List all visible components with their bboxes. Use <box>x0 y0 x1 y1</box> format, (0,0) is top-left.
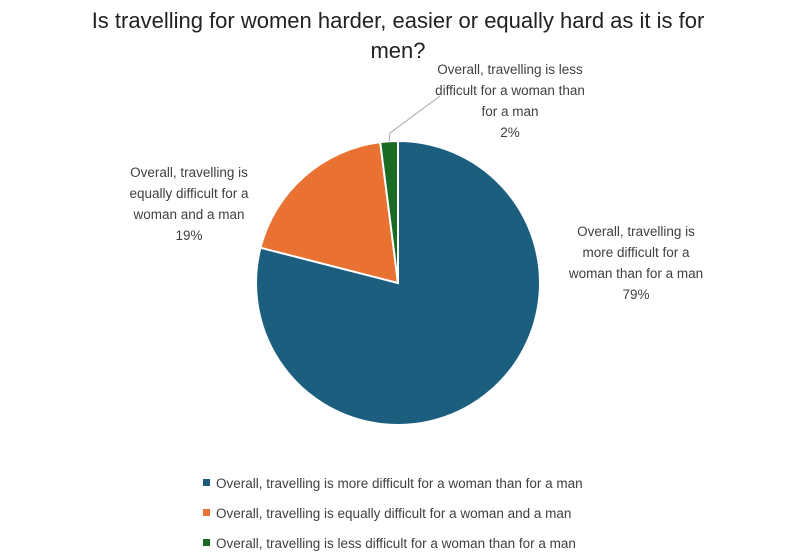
data-label-category: Overall, travelling is equally difficult … <box>129 165 249 222</box>
legend-marker <box>203 539 210 546</box>
data-label-category: Overall, travelling is more difficult for… <box>568 224 703 281</box>
chart-title: Is travelling for women harder, easier o… <box>92 8 705 63</box>
leader-line <box>388 95 441 142</box>
legend-marker <box>203 509 210 516</box>
legend-marker <box>203 479 210 486</box>
data-label-value: 2% <box>500 125 520 140</box>
legend-label: Overall, travelling is more difficult fo… <box>216 476 583 491</box>
pie-slice <box>379 139 399 284</box>
legend-label: Overall, travelling is equally difficult… <box>216 506 571 521</box>
legend-label: Overall, travelling is less difficult fo… <box>216 536 576 551</box>
data-label-value: 79% <box>622 287 649 302</box>
data-label-category: Overall, travelling is less difficult for… <box>435 62 585 119</box>
pie-slice <box>259 141 400 285</box>
data-label-value: 19% <box>175 228 202 243</box>
